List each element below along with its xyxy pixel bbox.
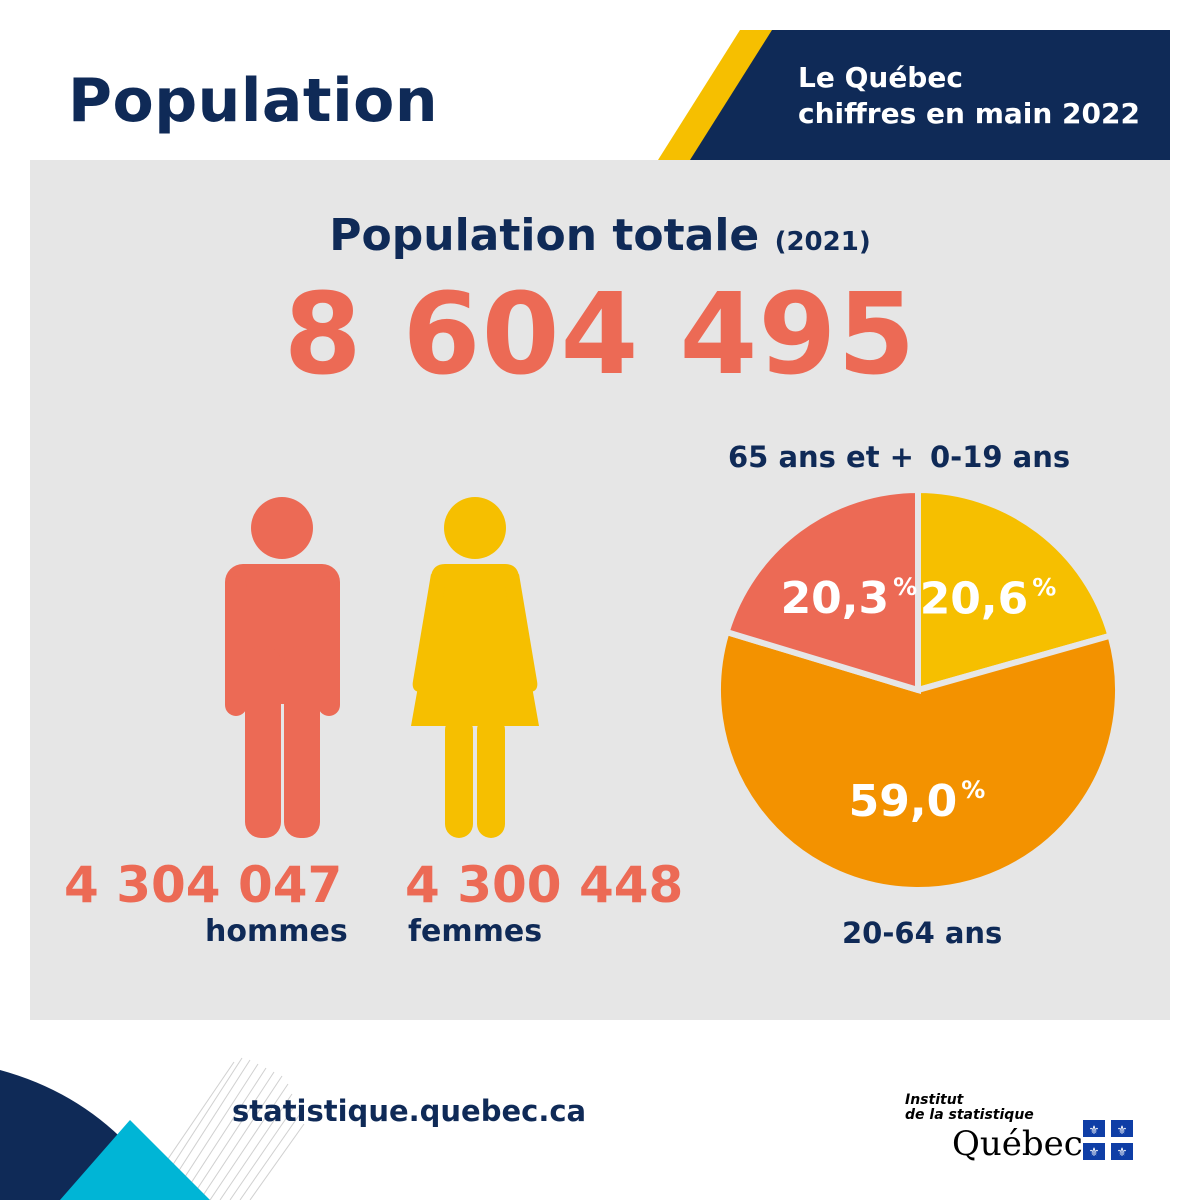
banner-line-1: Le Québec [798, 61, 963, 94]
total-population: 8 604 495 [283, 270, 917, 400]
men-count: 4 304 047 [64, 856, 343, 914]
pie-label-20-64: 20-64 ans [842, 916, 1003, 950]
svg-text:⚜: ⚜ [1089, 1123, 1100, 1137]
logo-line-2: de la statistique [905, 1107, 1034, 1123]
pie-label-65plus: 65 ans et + [728, 440, 914, 474]
logo-line-3: Québec [952, 1124, 1083, 1164]
pie-value-unit: % [893, 573, 917, 601]
women-label: femmes [408, 914, 543, 949]
svg-text:⚜: ⚜ [1089, 1145, 1100, 1159]
footer-url[interactable]: statistique.quebec.ca [232, 1094, 587, 1128]
headline-label: Population totale [329, 210, 760, 261]
svg-text:⚜: ⚜ [1117, 1123, 1128, 1137]
corner-decoration [0, 1057, 305, 1200]
headline: Population totale (2021) [0, 210, 1200, 261]
age-pie-chart: 20,6 %59,0 %20,3% [715, 486, 1121, 893]
pie-slice-65plus [722, 486, 921, 695]
men-label: hommes [205, 914, 348, 949]
man-icon [225, 497, 340, 838]
woman-icon [411, 497, 539, 838]
logo-line-1: Institut [905, 1092, 964, 1108]
quebec-flag-icon: ⚜ ⚜ ⚜ ⚜ [1083, 1120, 1133, 1160]
women-count: 4 300 448 [405, 856, 684, 914]
banner-line-2: chiffres en main 2022 [798, 97, 1140, 130]
pie-slice-20-64 [715, 628, 1121, 893]
banner-text: Le Québec chiffres en main 2022 [798, 60, 1158, 132]
pie-label-0-19: 0-19 ans [930, 440, 1071, 474]
headline-year: (2021) [774, 227, 871, 257]
header-banner [658, 30, 1170, 160]
pie-slice-0-19 [915, 486, 1115, 694]
page-title: Population [68, 66, 439, 136]
svg-text:⚜: ⚜ [1117, 1145, 1128, 1159]
pie-value-unit: % [1032, 574, 1056, 602]
logo-text: Institut de la statistique [905, 1093, 1065, 1123]
pie-value-unit: % [961, 776, 985, 804]
